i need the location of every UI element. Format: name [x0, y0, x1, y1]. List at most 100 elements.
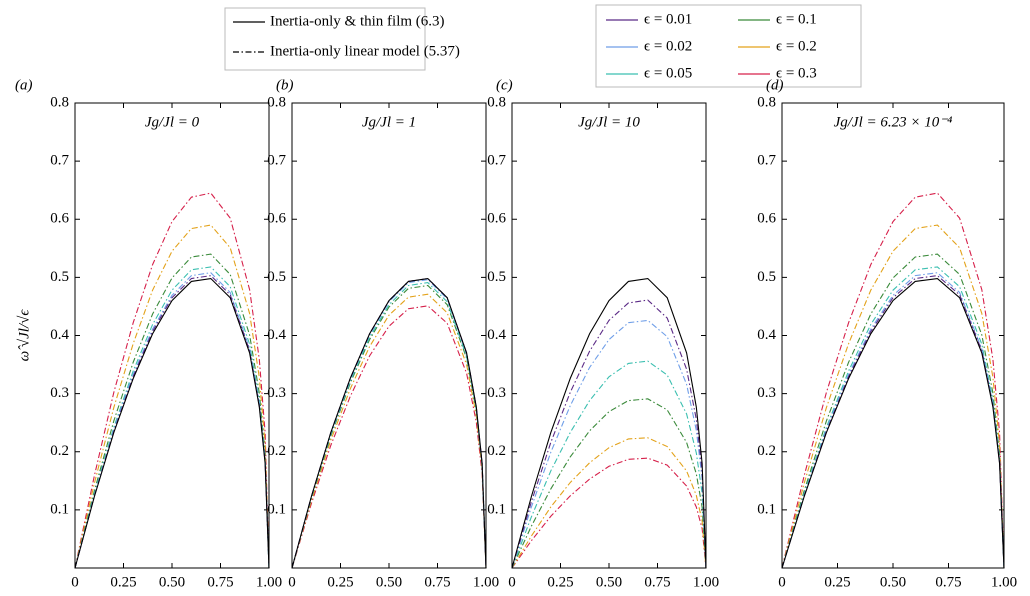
x-tick-label: 0 [508, 574, 516, 590]
legend-box [224, 7, 426, 71]
series-line [781, 272, 1005, 569]
y-tick-label: 0.4 [267, 327, 286, 343]
x-tick-label: 0.25 [824, 574, 850, 590]
series-line [291, 293, 487, 569]
y-tick-label: 0.5 [50, 269, 69, 285]
x-tick-label: 0.25 [547, 574, 573, 590]
x-tick-label: 0 [71, 574, 79, 590]
series-line [74, 277, 270, 569]
series-line [74, 224, 270, 569]
legend-label: ϵ = 0.1 [776, 11, 817, 27]
y-tick-label: 0.6 [50, 211, 69, 227]
legend-label: ϵ = 0.02 [644, 38, 692, 54]
annotation: Jg/Jl = 1 [362, 114, 416, 130]
y-tick-label: 0.6 [487, 211, 506, 227]
annotation: Jg/Jl = 6.23 × 10⁻⁴ [834, 114, 953, 130]
y-tick-label: 0.7 [487, 153, 506, 169]
series-line [74, 192, 270, 569]
series-line [511, 277, 707, 569]
y-tick-label: 0.8 [487, 94, 506, 110]
plot-frame [291, 102, 487, 569]
legend-label: ϵ = 0.2 [776, 38, 817, 54]
series-line [511, 437, 707, 569]
y-tick-label: 0.6 [267, 211, 286, 227]
plot-frame [781, 102, 1005, 569]
series-line [74, 266, 270, 569]
y-axis-label: ω̂ √Jl/√ϵ [16, 309, 32, 362]
y-tick-label: 0.7 [50, 153, 69, 169]
x-tick-label: 0 [288, 574, 296, 590]
y-tick-label: 0.7 [757, 153, 776, 169]
series-line [291, 279, 487, 569]
panel-label: (a) [15, 77, 33, 93]
y-tick-label: 0.1 [267, 501, 286, 517]
series-line [74, 275, 270, 569]
x-tick-label: 1.00 [991, 574, 1017, 590]
series-line [511, 299, 707, 569]
legend-box [595, 4, 862, 88]
y-tick-label: 0.8 [757, 94, 776, 110]
x-tick-label: 0.50 [596, 574, 622, 590]
x-tick-label: 0.75 [207, 574, 233, 590]
plot-frame [74, 102, 270, 569]
annotation: Jg/Jl = 0 [145, 114, 200, 130]
legend-label: ϵ = 0.01 [644, 11, 692, 27]
x-tick-label: 0.75 [644, 574, 670, 590]
y-tick-label: 0.5 [267, 269, 286, 285]
series-line [781, 266, 1005, 569]
y-tick-label: 0.4 [50, 327, 69, 343]
series-line [781, 253, 1005, 569]
x-tick-label: 0 [778, 574, 786, 590]
series-line [781, 277, 1005, 569]
series-line [781, 192, 1005, 569]
x-tick-label: 0.50 [376, 574, 402, 590]
series-line [291, 305, 487, 569]
series-line [511, 457, 707, 569]
x-tick-label: 0.25 [327, 574, 353, 590]
annotation: Jg/Jl = 10 [578, 114, 640, 130]
series-line [781, 275, 1005, 569]
y-tick-label: 0.6 [757, 211, 776, 227]
y-tick-label: 0.3 [757, 385, 776, 401]
y-tick-label: 0.1 [487, 501, 506, 517]
panel-label: (c) [496, 77, 513, 93]
series-line [781, 224, 1005, 569]
panel-label: (b) [276, 77, 294, 93]
y-tick-label: 0.2 [757, 443, 776, 459]
x-tick-label: 0.75 [424, 574, 450, 590]
x-tick-label: 0.25 [110, 574, 136, 590]
legend-label: ϵ = 0.05 [644, 65, 692, 81]
y-tick-label: 0.4 [487, 327, 506, 343]
x-tick-label: 0.50 [159, 574, 185, 590]
series-line [511, 398, 707, 569]
series-line [291, 277, 487, 569]
y-tick-label: 0.2 [487, 443, 506, 459]
y-tick-label: 0.8 [267, 94, 286, 110]
y-tick-label: 0.5 [487, 269, 506, 285]
y-tick-label: 0.2 [267, 443, 286, 459]
legend-label: ϵ = 0.3 [776, 65, 817, 81]
y-tick-label: 0.3 [487, 385, 506, 401]
panel-label: (d) [766, 77, 784, 93]
x-tick-label: 1.00 [693, 574, 719, 590]
y-tick-label: 0.1 [50, 501, 69, 517]
y-tick-label: 0.4 [757, 327, 776, 343]
y-tick-label: 0.1 [757, 501, 776, 517]
legend-label: Inertia-only & thin film (6.3) [270, 13, 445, 29]
y-tick-label: 0.3 [267, 385, 286, 401]
series-line [74, 253, 270, 569]
y-tick-label: 0.7 [267, 153, 286, 169]
x-tick-label: 1.00 [473, 574, 499, 590]
series-line [511, 319, 707, 569]
plot-frame [511, 102, 707, 569]
series-line [511, 360, 707, 569]
legend-label: Inertia-only linear model (5.37) [270, 43, 460, 59]
y-tick-label: 0.8 [50, 94, 69, 110]
y-tick-label: 0.3 [50, 385, 69, 401]
series-line [291, 277, 487, 569]
x-tick-label: 0.50 [880, 574, 906, 590]
x-tick-label: 1.00 [256, 574, 282, 590]
y-tick-label: 0.2 [50, 443, 69, 459]
y-tick-label: 0.5 [757, 269, 776, 285]
